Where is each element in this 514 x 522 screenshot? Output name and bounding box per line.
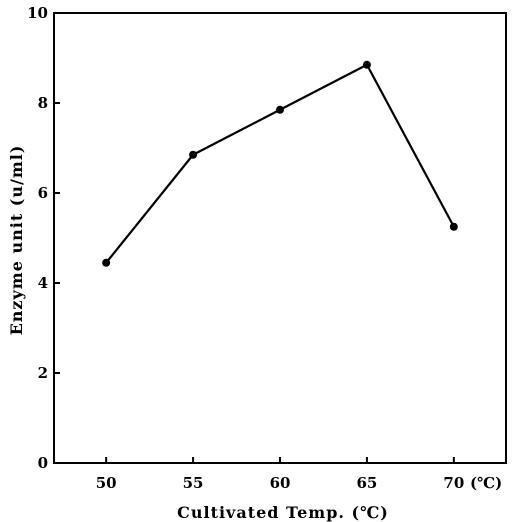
x-tick-label: 50 [96, 474, 117, 492]
data-point [102, 258, 111, 267]
series-line [105, 63, 455, 264]
y-tick-label: 2 [38, 364, 48, 382]
x-axis-label: Cultivated Temp. (℃) [177, 503, 389, 522]
x-tick-label: 60 [270, 474, 291, 492]
data-point [449, 222, 458, 231]
y-axis-label: Enzyme unit (u/ml) [7, 145, 26, 336]
y-tick-label: 0 [38, 454, 48, 472]
x-tick-label: 55 [183, 474, 204, 492]
y-tick-label: 10 [27, 4, 48, 22]
x-axis-ticks: 50 55 60 65 70 [96, 457, 464, 492]
data-point [189, 150, 198, 159]
y-tick-label: 4 [38, 274, 48, 292]
series-group [102, 60, 458, 267]
y-tick-label: 6 [38, 184, 48, 202]
x-tick-label: 65 [356, 474, 377, 492]
data-point [362, 60, 371, 69]
x-tick-label: 70 [443, 474, 464, 492]
x-axis-unit-label: (℃) [470, 474, 502, 492]
data-point [276, 105, 284, 114]
y-tick-label: 8 [38, 94, 48, 112]
plot-frame [53, 12, 507, 464]
axes [53, 12, 507, 464]
y-axis-ticks: 0 2 4 6 8 10 [27, 4, 60, 472]
